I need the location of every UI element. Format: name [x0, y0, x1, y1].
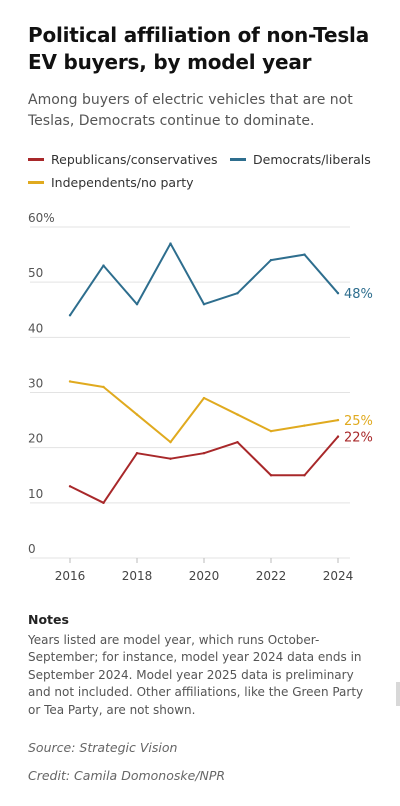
data-point-republicans [202, 451, 206, 455]
y-tick-label: 20 [28, 432, 43, 446]
notes-heading: Notes [28, 612, 69, 627]
x-tick-label: 2022 [256, 569, 287, 583]
chart-series [68, 242, 340, 505]
data-point-democrats [303, 253, 306, 256]
legend-swatch-independents [28, 181, 44, 184]
data-point-independents [236, 413, 239, 416]
data-point-democrats [169, 242, 172, 245]
scroll-indicator [396, 682, 400, 706]
line-chart: 0 10 20 30 40 50 60% 2016 2018 2020 2022 2024 48% 2… [28, 211, 373, 583]
data-point-republicans [135, 451, 139, 455]
data-point-republicans [236, 440, 239, 444]
chart-grid [30, 226, 350, 559]
data-point-democrats [269, 258, 273, 262]
legend-label-democrats: Democrats/liberals [253, 152, 371, 167]
chart-end-labels: 48% 25% 22% [344, 287, 373, 445]
data-point-democrats [236, 292, 239, 295]
legend-item-republicans: Republicans/conservatives [28, 152, 218, 167]
x-axis-ticks: 2016 2018 2020 2022 2024 [55, 558, 354, 583]
data-point-republicans [336, 435, 340, 438]
data-point-independents [336, 418, 340, 422]
data-point-independents [303, 424, 306, 427]
end-label-independents: 25% [344, 414, 373, 429]
data-point-democrats [202, 303, 206, 306]
chart-title: Political affiliation of non-Tesla EV bu… [28, 23, 370, 74]
data-point-independents [202, 396, 206, 400]
y-tick-label: 0 [28, 542, 36, 556]
end-label-democrats: 48% [344, 287, 373, 302]
y-tick-label: 40 [28, 321, 43, 335]
x-tick-label: 2018 [122, 569, 153, 583]
legend-item-democrats: Democrats/liberals [230, 152, 371, 167]
x-tick-label: 2016 [55, 569, 86, 583]
y-axis-ticks: 0 10 20 30 40 50 60% [28, 211, 55, 556]
data-point-republicans [269, 474, 273, 477]
legend-item-independents: Independents/no party [28, 175, 194, 190]
data-point-democrats [102, 264, 105, 267]
data-point-independents [269, 429, 273, 433]
data-point-republicans [102, 501, 105, 505]
end-label-republicans: 22% [344, 431, 373, 446]
data-point-democrats [135, 303, 139, 306]
legend-label-independents: Independents/no party [51, 175, 194, 190]
data-point-republicans [68, 485, 72, 488]
legend-swatch-republicans [28, 158, 44, 161]
series-line-republicans [69, 435, 339, 504]
data-point-independents [169, 440, 172, 444]
y-tick-label: 50 [28, 266, 43, 280]
series-line-independents [69, 380, 339, 444]
source-credit: Source: Strategic Vision [28, 740, 178, 755]
data-point-independents [135, 413, 139, 416]
data-point-republicans [169, 457, 172, 460]
data-point-republicans [303, 474, 306, 477]
x-tick-label: 2020 [189, 569, 220, 583]
y-tick-label: 60% [28, 211, 55, 225]
notes-body: Years listed are model year, which runs … [28, 633, 364, 717]
data-point-independents [102, 385, 105, 389]
data-point-democrats [68, 314, 72, 317]
data-point-democrats [336, 292, 340, 295]
data-point-independents [68, 380, 72, 383]
y-tick-label: 30 [28, 377, 43, 391]
legend-label-republicans: Republicans/conservatives [51, 152, 218, 167]
chart-subtitle: Among buyers of electric vehicles that a… [28, 92, 353, 129]
legend-swatch-democrats [230, 158, 246, 161]
author-credit: Credit: Camila Domonoske/NPR [28, 768, 226, 783]
x-tick-label: 2024 [323, 569, 354, 583]
y-tick-label: 10 [28, 487, 43, 501]
